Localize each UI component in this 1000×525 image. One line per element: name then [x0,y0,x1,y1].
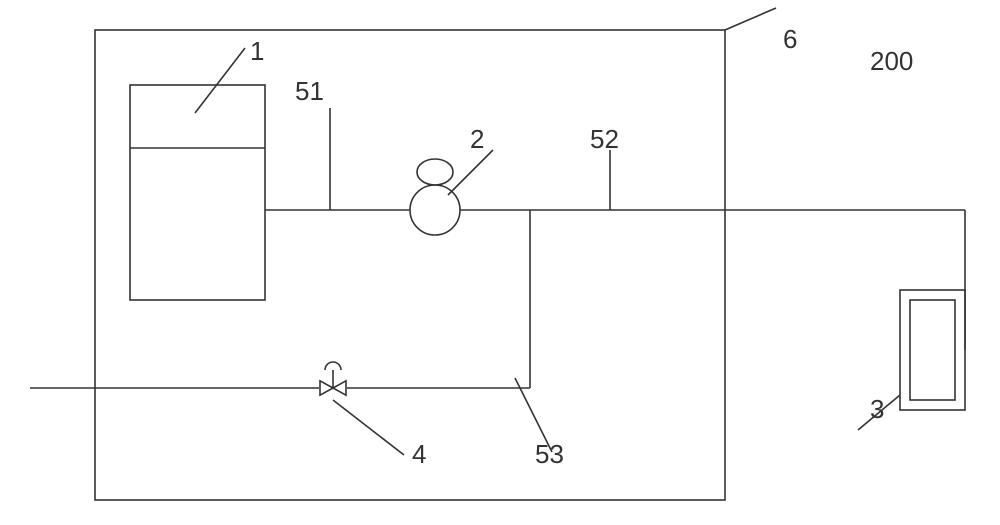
leader-line [725,8,776,30]
label-51: 51 [295,76,324,106]
leader-line [448,150,493,195]
valve-symbol [320,362,346,395]
label-3: 3 [870,394,884,424]
external-unit-inner [910,300,955,400]
leader-line [195,48,245,113]
pump-top-ellipse [417,159,453,185]
label-1: 1 [250,36,264,66]
label-52: 52 [590,124,619,154]
label-6: 6 [783,24,797,54]
tank-box [130,85,265,300]
label-4: 4 [412,439,426,469]
leader-line [333,400,404,455]
enclosure-box [95,30,725,500]
schematic-diagram: 1 51 2 52 6 200 3 4 53 [0,0,1000,525]
label-2: 2 [470,124,484,154]
label-53: 53 [535,439,564,469]
label-200: 200 [870,46,913,76]
pump-body-circle [410,185,460,235]
